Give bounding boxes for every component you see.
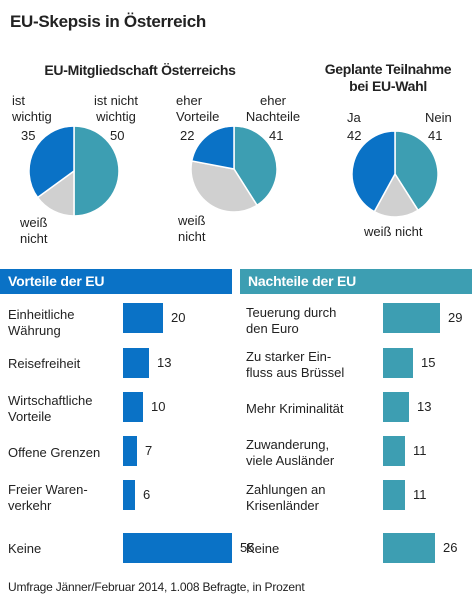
pie2-slice1-value: 22 [180,128,195,143]
dis-label-0: Teuerung durch den Euro [246,305,337,336]
pie-chart-eu-election [351,130,439,218]
adv-bar-2 [123,392,143,422]
adv-bar-value-1: 13 [157,355,172,370]
dis-bar-2 [383,392,409,422]
pie2-slice-2 [190,160,259,213]
dis-bar-value-1: 15 [421,355,436,370]
pie2-slice-0 [190,125,235,170]
adv-bar-value-3: 7 [145,443,153,458]
dis-bar-value-0: 29 [448,310,463,325]
adv-bar-4 [123,480,135,510]
pie1-slice-1 [73,125,120,217]
pie-group-title: EU-Mitgliedschaft Österreichs [44,62,236,78]
pie3-slice-0 [351,130,396,213]
dis-bar-value-2: 13 [417,399,432,414]
pie3-slice-2 [373,172,420,218]
dis-label-5: Keine [246,541,280,556]
pie3-slice3-label: weiß nicht [364,224,423,239]
dis-bar-value-5: 26 [443,540,458,555]
pie1-slice1-value: 35 [21,128,36,143]
dis-label-3: Zuwanderung, viele Ausländer [246,437,335,468]
dis-bar-value-4: 11 [413,487,427,502]
dis-label-2: Mehr Kriminalität [246,401,344,416]
main-title: EU-Skepsis in Österreich [10,12,206,31]
pie3-slice1-label: Ja [347,110,361,125]
adv-bar-value-2: 10 [151,399,166,414]
pie-chart-eu-membership [28,125,120,217]
adv-bar-1 [123,348,149,378]
adv-label-1: Reisefreiheit [8,356,81,371]
adv-label-3: Offene Grenzen [8,445,101,460]
pie3-slice2-value: 41 [428,128,443,143]
pie1-slice1-label: ist wichtig [12,93,52,124]
dis-bar-5 [383,533,435,563]
adv-bar-5 [123,533,232,563]
dis-bar-4 [383,480,405,510]
dis-bar-0 [383,303,440,333]
pie3-slice2-label: Nein [425,110,452,125]
adv-bar-value-4: 6 [143,487,151,502]
adv-label-2: Wirtschaftliche Vorteile [8,393,93,424]
pie1-slice3-label: weiß nicht [20,215,48,246]
pie2-slice2-value: 41 [269,128,284,143]
adv-bar-3 [123,436,137,466]
adv-bar-value-0: 20 [171,310,186,325]
pie1-slice-0 [28,125,75,199]
dis-bar-3 [383,436,405,466]
pie2-slice3-label: weiß nicht [178,213,206,244]
pie2-slice2-label: eher Nachteile [245,93,301,124]
dis-label-1: Zu starker Ein-fluss aus Brüssel [246,349,345,380]
pie1-slice2-label: ist nicht wichtig [93,93,139,124]
dis-bar-value-3: 11 [413,443,427,458]
adv-bar-0 [123,303,163,333]
adv-label-5: Keine [8,541,42,556]
adv-bar-value-5: 55 [240,540,255,555]
pie1-slice2-value: 50 [110,128,125,143]
adv-label-0: Einheitliche Währung [8,307,75,338]
pie2-slice1-label: eher Vorteile [176,93,220,124]
pie-chart-advantages [190,125,278,213]
footnote: Umfrage Jänner/Februar 2014, 1.008 Befra… [8,580,305,594]
dis-bar-1 [383,348,413,378]
disadvantages-header: Nachteile der EU [240,269,472,294]
pie3-title: Geplante Teilnahme bei EU-Wahl [324,61,452,94]
adv-label-4: Freier Waren-verkehr [8,482,88,513]
dis-label-4: Zahlungen an Krisenländer [246,482,326,513]
advantages-header: Vorteile der EU [0,269,232,294]
pie3-slice1-value: 42 [347,128,362,143]
